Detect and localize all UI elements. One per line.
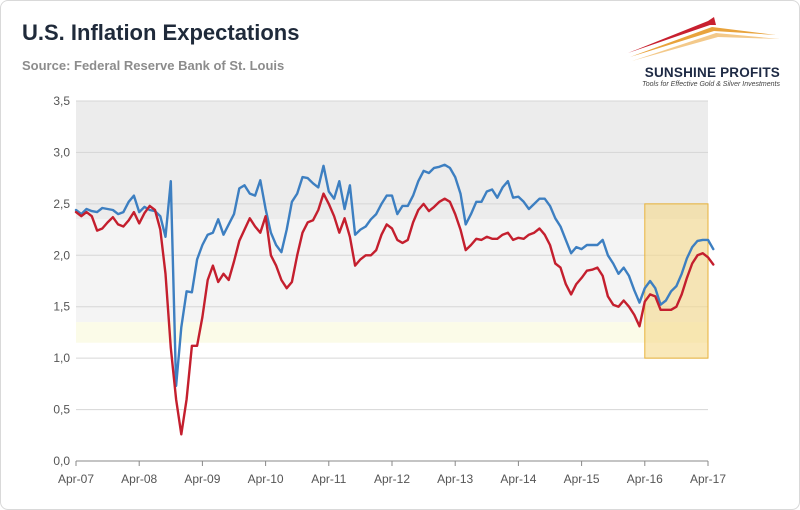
x-tick-label: Apr-13 [437, 472, 473, 486]
page-title: U.S. Inflation Expectations [22, 20, 300, 45]
x-tick-label: Apr-11 [311, 472, 346, 486]
background-band [76, 322, 708, 343]
series-line-red [74, 192, 715, 436]
x-tick-label: Apr-07 [58, 472, 94, 486]
y-tick-label: 2,5 [53, 197, 70, 211]
x-tick-label: Apr-17 [690, 472, 726, 486]
logo-name: SUNSHINE PROFITS [644, 65, 780, 80]
x-tick-label: Apr-10 [248, 472, 284, 486]
y-tick-label: 0,5 [53, 403, 70, 417]
y-tick-label: 0,0 [53, 454, 70, 468]
highlight-box [644, 203, 709, 359]
x-tick-label: Apr-15 [564, 472, 600, 486]
x-axis: Apr-07 Apr-08 Apr-09 Apr-10 Apr-11 Apr-12 Apr-… [58, 460, 726, 486]
y-tick-label: 1,0 [53, 351, 70, 365]
series-lines [74, 163, 715, 436]
logo-swoosh-icon [628, 17, 780, 61]
x-tick-label: Apr-12 [374, 472, 410, 486]
logo-tagline: Tools for Effective Gold & Silver Invest… [642, 81, 780, 88]
y-tick-label: 3,5 [53, 94, 70, 108]
sunshine-profits-logo: SUNSHINE PROFITS Tools for Effective Gol… [612, 15, 780, 95]
y-tick-label: 2,0 [53, 248, 70, 262]
x-tick-label: Apr-08 [121, 472, 157, 486]
y-tick-label: 3,0 [53, 145, 70, 159]
x-tick-label: Apr-16 [627, 472, 663, 486]
source-note: Source: Federal Reserve Bank of St. Loui… [22, 58, 285, 73]
background-band [76, 219, 708, 323]
x-tick-label: Apr-14 [500, 472, 536, 486]
highlight-box-layer [644, 203, 709, 359]
y-axis: 0,0 0,5 1,0 1,5 2,0 2,5 3,0 3,5 [53, 94, 70, 468]
series-line-blue [74, 163, 715, 388]
y-tick-label: 1,5 [53, 300, 70, 314]
x-tick-label: Apr-09 [184, 472, 220, 486]
